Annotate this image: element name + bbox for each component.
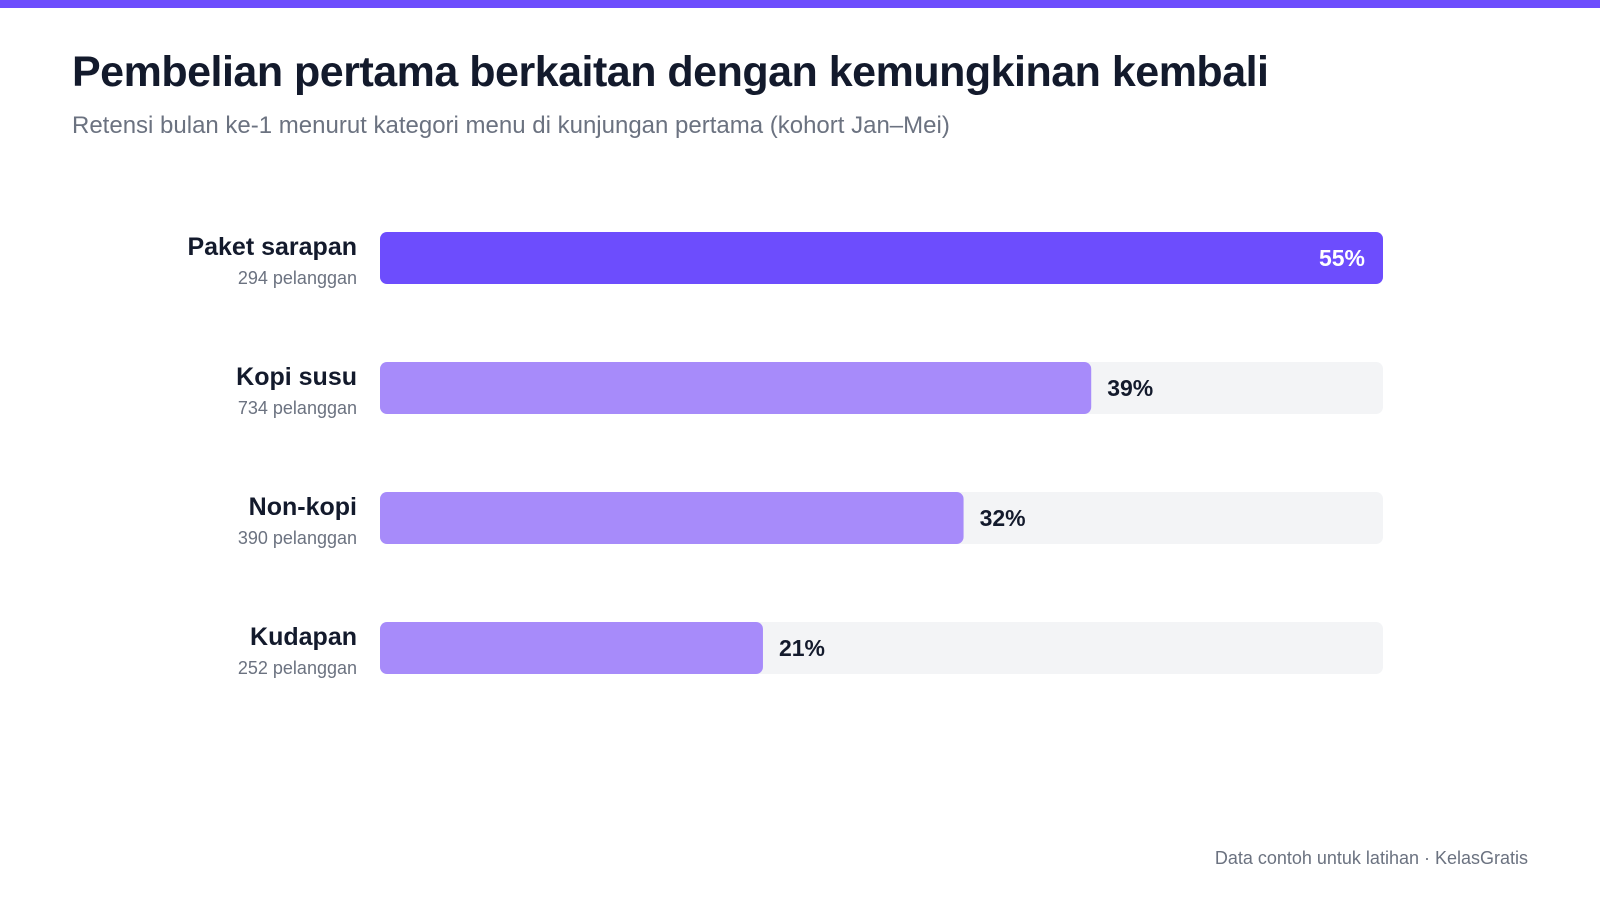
- source-footer: Data contoh untuk latihan · KelasGratis: [1214, 848, 1528, 868]
- value-label: 39%: [1107, 375, 1153, 401]
- customer-count-label: 390 pelanggan: [238, 528, 357, 548]
- category-label: Paket sarapan: [187, 233, 357, 261]
- chart-subtitle: Retensi bulan ke-1 menurut kategori menu…: [72, 112, 950, 139]
- category-label: Kopi susu: [236, 363, 357, 391]
- value-label: 55%: [1319, 245, 1365, 271]
- chart-title: Pembelian pertama berkaitan dengan kemun…: [72, 48, 1269, 96]
- customer-count-label: 734 pelanggan: [238, 398, 357, 418]
- top-accent-bar: [0, 0, 1600, 8]
- category-label: Non-kopi: [249, 493, 357, 521]
- bar-3: [380, 492, 964, 544]
- bar-1: [380, 232, 1383, 284]
- customer-count-label: 252 pelanggan: [238, 658, 357, 678]
- customer-count-label: 294 pelanggan: [238, 268, 357, 288]
- value-label: 21%: [779, 635, 825, 661]
- bar-2: [380, 362, 1092, 414]
- bar-4: [380, 622, 763, 674]
- value-label: 32%: [980, 505, 1026, 531]
- category-label: Kudapan: [250, 623, 357, 651]
